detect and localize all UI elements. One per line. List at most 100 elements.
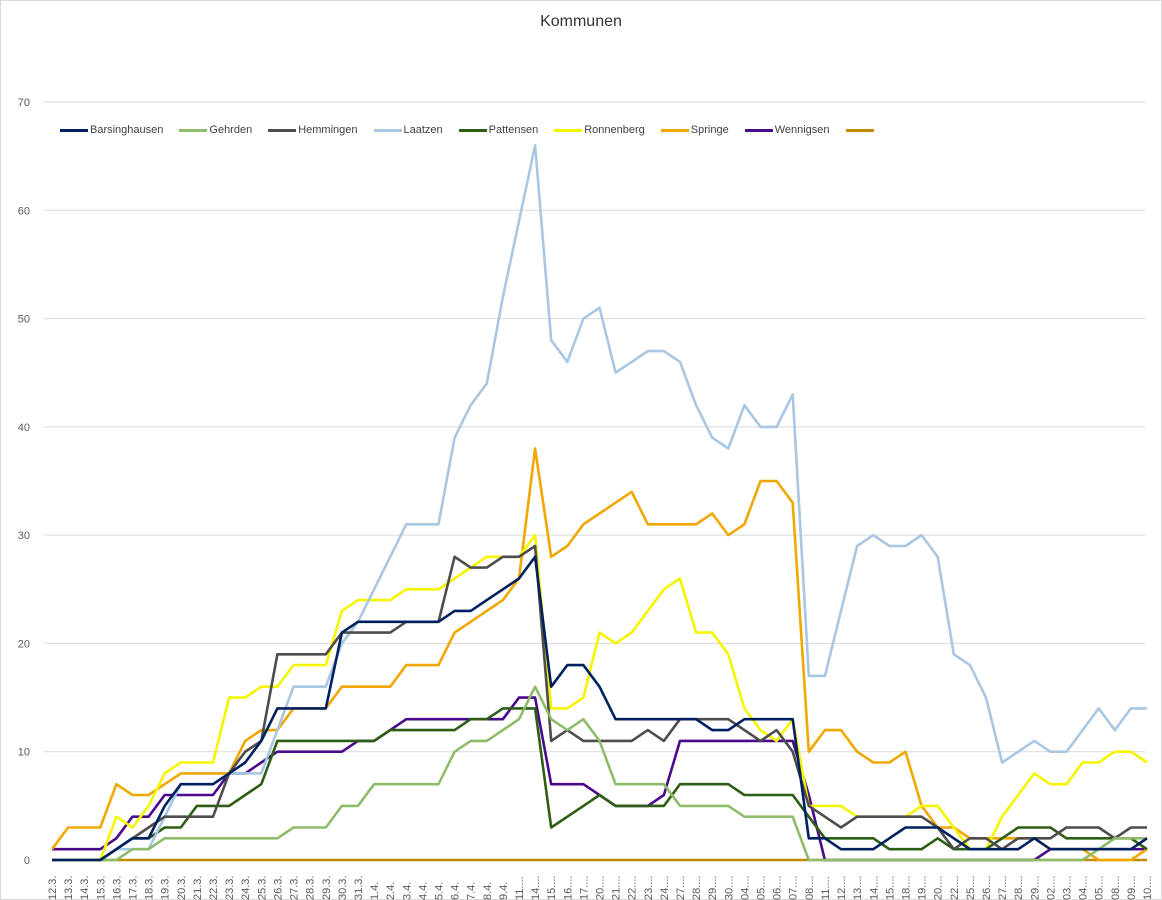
x-tick-label: 05.... — [1094, 876, 1106, 900]
legend-item: Pattensen — [458, 124, 539, 136]
x-tick-label: 11.... — [820, 876, 832, 900]
x-tick-label: 10.... — [1142, 876, 1154, 900]
x-tick-label: 12.3. — [47, 876, 59, 900]
x-tick-label: 4.4. — [417, 882, 429, 900]
x-tick-label: 18.... — [900, 876, 912, 900]
x-tick-label: 07.... — [788, 876, 800, 900]
legend-item: Laatzen — [373, 124, 443, 136]
legend-item: Gehrden — [179, 124, 252, 136]
y-tick-label: 50 — [18, 314, 30, 326]
x-tick-label: 21.3. — [192, 876, 204, 900]
x-tick-label: 11.... — [514, 876, 526, 900]
x-tick-label: 14.... — [868, 876, 880, 900]
x-tick-label: 02.... — [1045, 876, 1057, 900]
x-tick-label: 03.... — [1061, 876, 1073, 900]
x-tick-label: 31.3. — [353, 876, 365, 900]
x-tick-label: 29.... — [707, 876, 719, 900]
y-tick-label: 40 — [18, 422, 30, 434]
x-tick-label: 16.3. — [111, 876, 123, 900]
legend-item: Springe — [660, 124, 729, 136]
y-tick-label: 30 — [18, 530, 30, 542]
y-tick-label: 60 — [18, 205, 30, 217]
x-tick-label: 21.... — [611, 876, 623, 900]
x-tick-label: 25.... — [965, 876, 977, 900]
x-tick-label: 15.... — [884, 876, 896, 900]
y-tick-label: 0 — [24, 855, 30, 867]
x-tick-label: 17.3. — [128, 876, 140, 900]
x-tick-label: 27.3. — [289, 876, 301, 900]
x-tick-label: 18.3. — [144, 876, 156, 900]
legend-item: Hemmingen — [268, 124, 358, 136]
x-tick-label: 26.... — [981, 876, 993, 900]
x-tick-label: 29.3. — [321, 876, 333, 900]
x-tick-label: 8.4. — [482, 882, 494, 900]
x-tick-label: 19.3. — [160, 876, 172, 900]
x-tick-label: 08.... — [804, 876, 816, 900]
x-tick-label: 12.... — [836, 876, 848, 900]
legend-item: Ronnenberg — [554, 124, 645, 136]
x-tick-label: 29.... — [1029, 876, 1041, 900]
legend-swatch — [373, 128, 402, 132]
x-tick-label: 24.3. — [240, 876, 252, 900]
x-tick-label: 04.... — [1078, 876, 1090, 900]
x-tick-label: 6.4. — [450, 882, 462, 900]
legend-swatch — [744, 128, 773, 132]
legend-label: Laatzen — [403, 124, 443, 136]
x-tick-label: 20.3. — [176, 876, 188, 900]
legend-label: Hemmingen — [298, 124, 358, 136]
legend-label: Wennigsen — [774, 124, 830, 136]
series-line-pattensen — [52, 707, 1148, 862]
x-tick-label: 08.... — [1110, 876, 1122, 900]
y-tick-label: 10 — [18, 747, 30, 759]
x-tick-label: 7.4. — [466, 882, 478, 900]
x-tick-label: 20.... — [595, 876, 607, 900]
legend-swatch — [458, 128, 487, 132]
x-tick-label: 23.... — [643, 876, 655, 900]
x-tick-label: 27.... — [675, 876, 687, 900]
x-tick-label: 2.4. — [385, 882, 397, 900]
y-tick-label: 70 — [18, 97, 30, 109]
x-tick-label: 22.... — [949, 876, 961, 900]
x-tick-label: 22.3. — [208, 876, 220, 900]
x-tick-label: 28.... — [1013, 876, 1025, 900]
series-line-springe — [50, 447, 1148, 862]
x-tick-label: 14.3. — [79, 876, 91, 900]
x-tick-label: 15.... — [546, 876, 558, 900]
legend-swatch — [268, 128, 297, 132]
legend-label: Springe — [690, 124, 729, 136]
x-tick-label: 27.... — [997, 876, 1009, 900]
legend-item — [845, 124, 876, 136]
legend-item: Wennigsen — [744, 124, 830, 136]
x-tick-label: 05.... — [756, 876, 768, 900]
x-tick-label: 26.3. — [272, 876, 284, 900]
x-tick-label: 25.3. — [256, 876, 268, 900]
x-tick-label: 17.... — [578, 876, 590, 900]
x-tick-label: 15.3. — [95, 876, 107, 900]
legend-swatch — [660, 128, 689, 132]
y-tick-label: 20 — [18, 638, 30, 650]
chart-title: Kommunen — [540, 13, 622, 30]
legend-label: Ronnenberg — [584, 124, 645, 136]
legend-swatch — [179, 128, 208, 132]
x-tick-label: 1.4. — [369, 882, 381, 900]
x-tick-label: 06.... — [772, 876, 784, 900]
x-tick-label: 28.3. — [305, 876, 317, 900]
x-tick-label: 20.... — [933, 876, 945, 900]
legend-label: Pattensen — [488, 124, 539, 136]
x-tick-label: 3.4. — [401, 882, 413, 900]
x-tick-label: 14.... — [530, 876, 542, 900]
series-line-hemmingen — [52, 544, 1147, 862]
series-line-gehrden — [52, 685, 1147, 862]
x-tick-label: 22.... — [627, 876, 639, 900]
x-tick-label: 9.4. — [498, 882, 510, 900]
x-tick-label: 04.... — [739, 876, 751, 900]
legend-swatch — [554, 128, 583, 132]
legend-item: Barsinghausen — [60, 124, 163, 136]
x-tick-label: 28.... — [691, 876, 703, 900]
legend-label: Gehrden — [209, 124, 253, 136]
series-line-wennigsen — [52, 696, 1147, 862]
x-tick-label: 24.... — [659, 876, 671, 900]
series-line-laatzen — [52, 144, 1147, 862]
x-tick-label: 30.... — [723, 876, 735, 900]
